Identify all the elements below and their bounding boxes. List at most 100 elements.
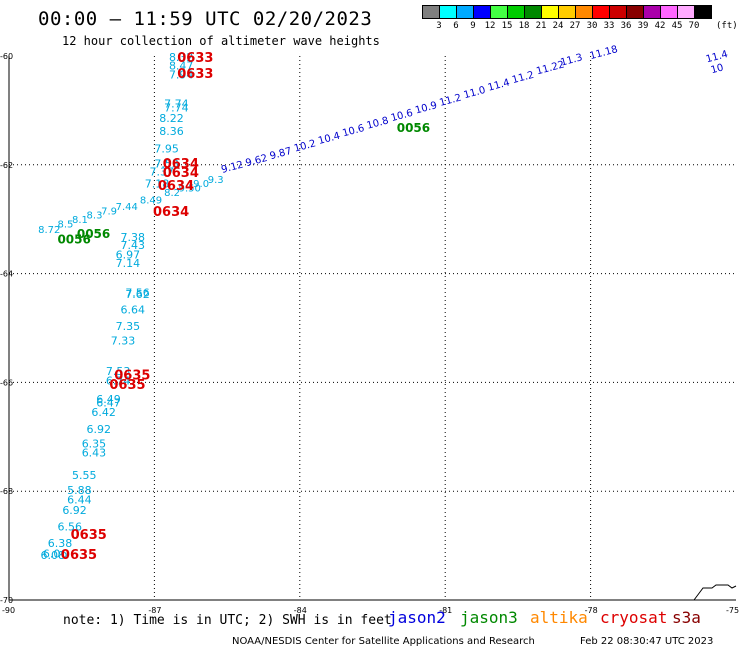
color-legend-tick: 36 <box>620 21 632 31</box>
swh-value-label: 11.3 <box>559 52 583 68</box>
swh-value-label: 5.55 <box>72 469 97 482</box>
swh-value-label: 8.47 <box>169 60 194 73</box>
swh-value-label: 6.56 <box>57 520 82 533</box>
swh-value-label: 7.35 <box>116 320 141 333</box>
swh-value-label: 10.8 <box>366 115 390 131</box>
swh-value-label: 6.38 <box>48 537 72 550</box>
time-label: 0635 <box>61 548 97 563</box>
swh-value-label: 9.12 <box>220 159 244 175</box>
satellite-legend-item: cryosat <box>600 608 668 627</box>
swh-value-label: 7.94 <box>169 68 194 81</box>
swh-value-label: 11.0 <box>463 85 487 101</box>
time-label: 0633 <box>177 51 213 66</box>
satellite-legend-item: altika <box>530 608 588 627</box>
swh-value-label: 9.87 <box>269 146 293 162</box>
swh-value-label: 6.35 <box>82 438 107 451</box>
swh-value-label: 6.92 <box>87 423 112 436</box>
swh-value-label: 6.97 <box>116 248 141 261</box>
swh-value-label: 5.88 <box>67 484 92 497</box>
time-label: 0635 <box>109 378 145 393</box>
swh-value-label: 10.4 <box>317 131 341 147</box>
swh-value-label: 7.33 <box>111 334 136 347</box>
swh-value-label: 7.56 <box>125 286 150 299</box>
lon-axis-label: -90 <box>2 606 15 615</box>
swh-value-label: 8.1 <box>72 215 88 226</box>
swh-value-label: 7.53 <box>106 365 131 378</box>
swh-value-label: 6.64 <box>120 303 144 316</box>
time-label: 0056 <box>77 227 110 241</box>
swh-value-label: 7.44 <box>116 202 138 213</box>
color-legend-tick: 15 <box>501 21 513 31</box>
swh-value-label: 6.49 <box>96 393 121 406</box>
swh-value-label: 7.95 <box>154 142 179 155</box>
satellite-legend-item: jason3 <box>460 608 518 627</box>
swh-value-label: 8.72 <box>38 225 60 236</box>
color-legend-tick: 45 <box>671 21 683 31</box>
color-legend-tick: 70 <box>688 21 700 31</box>
color-swatch <box>694 5 712 19</box>
swh-value-label: 7.62 <box>125 288 150 301</box>
swh-value-label: 6.74 <box>106 375 131 388</box>
page-title: 00:00 — 11:59 UTC 02/20/2023 <box>38 8 373 30</box>
color-legend-tick: 6 <box>453 21 459 31</box>
lat-axis-label: -64 <box>0 270 13 279</box>
swh-value-label: 6.47 <box>96 396 121 409</box>
color-legend <box>422 5 712 19</box>
time-label: 0634 <box>153 205 189 220</box>
page-subtitle: 12 hour collection of altimeter wave hei… <box>62 34 380 48</box>
swh-value-label: 9.50 <box>179 183 201 194</box>
time-label: 0056 <box>397 121 430 135</box>
swh-value-label: 7.74 <box>164 101 189 114</box>
swh-value-label: 9.0 <box>193 179 209 190</box>
swh-value-label: 6.44 <box>67 494 92 507</box>
swh-value-label: 7.18 <box>145 178 170 191</box>
swh-value-label: 11.2 <box>438 93 462 109</box>
swh-value-label: 8.2 <box>164 188 180 199</box>
time-label: 0634 <box>163 166 199 181</box>
swh-value-label: 8.22 <box>159 112 184 125</box>
time-label: 0633 <box>177 67 213 82</box>
swh-value-label: 7.74 <box>164 98 189 111</box>
swh-value-label: 6.43 <box>82 446 107 459</box>
swh-value-label: 8.32 <box>169 51 194 64</box>
swh-value-label: 9.3 <box>208 175 224 186</box>
swh-value-label: 11.2 <box>511 70 535 86</box>
swh-value-label: 6.42 <box>91 406 116 419</box>
swh-value-label: 7.9 <box>101 206 117 217</box>
lon-axis-label: -87 <box>148 606 161 615</box>
color-legend-tick: 39 <box>637 21 649 31</box>
swh-value-label: 10.6 <box>341 123 365 139</box>
coastline <box>693 584 737 601</box>
swh-value-label: 6.08 <box>41 549 66 562</box>
timestamp-text: Feb 22 08:30:47 UTC 2023 <box>580 636 714 647</box>
swh-value-label: 6.06 <box>43 548 68 561</box>
lat-axis-label: -62 <box>0 161 13 170</box>
footer-note: note: 1) Time is in UTC; 2) SWH is in fe… <box>63 613 392 628</box>
color-legend-tick: 30 <box>586 21 598 31</box>
color-legend-tick: 33 <box>603 21 615 31</box>
swh-value-label: 10.2 <box>293 138 317 154</box>
swh-value-label: 7.37 <box>150 166 175 179</box>
lon-axis-label: -75 <box>726 606 739 615</box>
color-legend-tick: 3 <box>436 21 442 31</box>
lat-axis-label: -66 <box>0 378 13 387</box>
time-label: 0634 <box>163 157 199 172</box>
lon-axis-label: -78 <box>585 606 598 615</box>
color-legend-tick: 42 <box>654 21 666 31</box>
lat-axis-label: -70 <box>0 596 13 605</box>
swh-value-label: 7.14 <box>116 257 141 270</box>
swh-value-label: 6.92 <box>62 504 87 517</box>
swh-value-label: 11.18 <box>589 44 620 62</box>
lon-axis-label: -84 <box>294 606 307 615</box>
swh-value-label: 7.43 <box>120 239 144 252</box>
color-legend-tick: 12 <box>484 21 496 31</box>
lat-axis-label: -60 <box>0 52 13 61</box>
swh-value-label: 7.38 <box>120 231 144 244</box>
swh-value-label: 8.36 <box>159 125 184 138</box>
swh-value-label: 10 <box>710 62 725 76</box>
time-label: 0056 <box>57 233 90 247</box>
color-legend-tick: 27 <box>569 21 581 31</box>
time-label: 0635 <box>71 528 107 543</box>
swh-value-label: 7.53 <box>154 158 179 171</box>
